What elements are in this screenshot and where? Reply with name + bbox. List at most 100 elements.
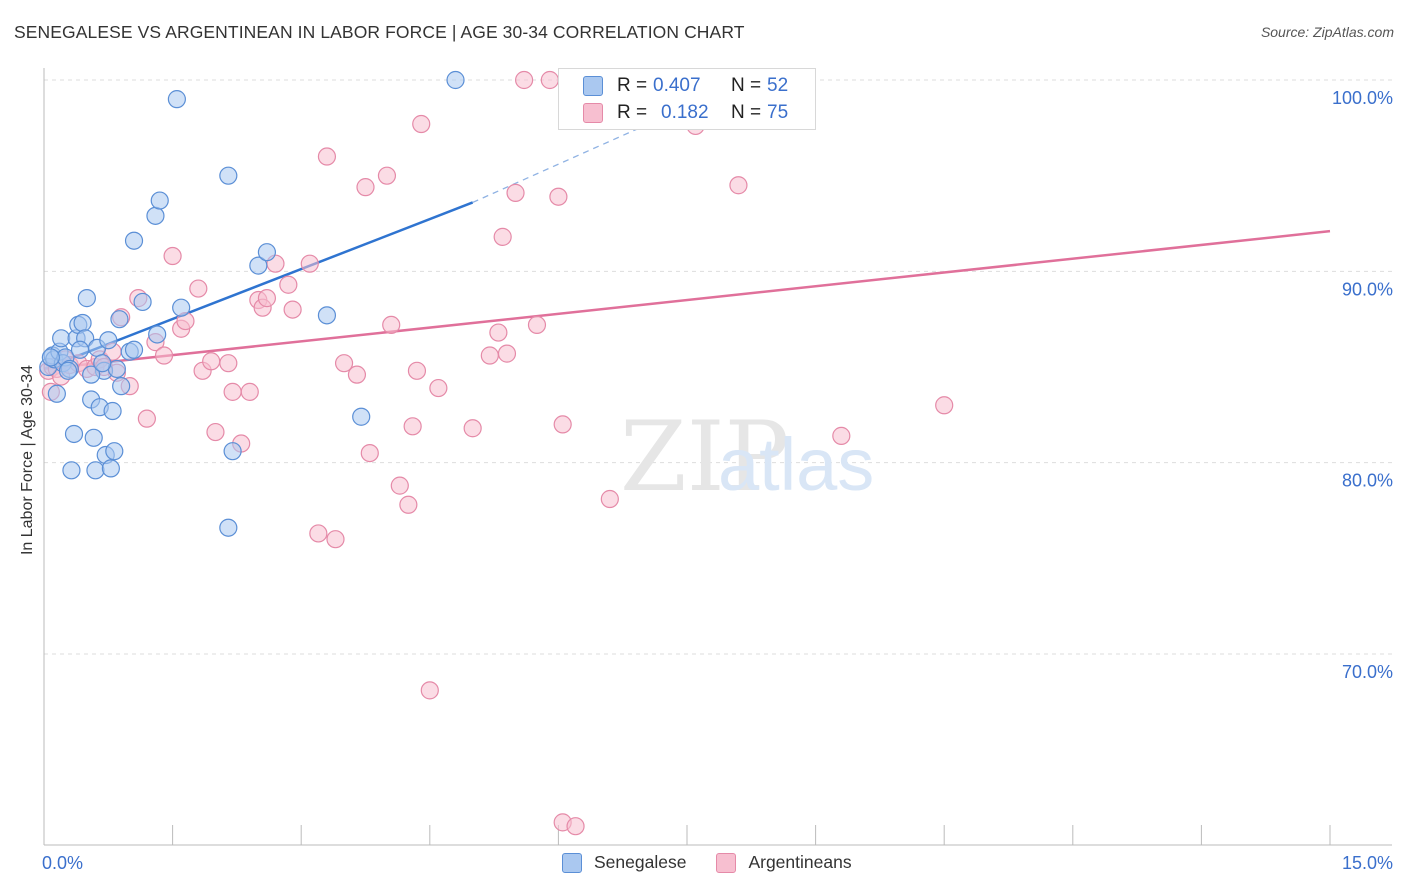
n-label: N = — [731, 75, 762, 96]
senegalese-point — [103, 401, 122, 421]
senegalese-point — [82, 365, 101, 384]
senegalese-point — [47, 384, 66, 403]
legend-item-argentineans[interactable]: Argentineans — [716, 852, 852, 873]
argentinean-point — [202, 352, 221, 371]
argentinean-point — [549, 187, 568, 206]
argentinean-point — [429, 378, 448, 398]
r-value: 0.182 — [661, 102, 709, 123]
senegalese-point — [84, 428, 103, 447]
n-value: 52 — [767, 75, 789, 96]
senegalese-point — [124, 231, 144, 250]
senegalese-point — [70, 340, 90, 359]
argentinean-point — [935, 396, 954, 415]
r-label: R = — [617, 75, 648, 96]
argentinean-point — [390, 476, 409, 495]
tick-labels: 100.0% 90.0% 80.0% 70.0% 0.0% 15.0% — [42, 88, 1393, 873]
y-tick-label: 90.0% — [1342, 279, 1393, 299]
argentinean-point — [506, 183, 525, 202]
argentinean-point — [240, 382, 259, 401]
senegalese-point — [58, 361, 78, 380]
senegalese-point — [172, 298, 191, 317]
argentinean-point — [729, 176, 748, 195]
argentinean-point — [163, 246, 182, 266]
argentineans-swatch — [583, 103, 603, 123]
senegalese-point — [219, 166, 238, 185]
argentinean-point — [566, 817, 585, 836]
argentinean-point — [407, 361, 427, 380]
argentinean-point — [300, 254, 319, 273]
axes — [43, 68, 1392, 846]
source-label: Source: ZipAtlas.com — [1260, 24, 1394, 40]
senegalese-point — [219, 518, 238, 537]
senegalese-point — [124, 340, 144, 359]
argentinean-point — [600, 489, 619, 509]
argentinean-point — [360, 444, 379, 463]
trend-lines — [43, 90, 1331, 371]
x-tick-label-min: 0.0% — [42, 853, 83, 873]
y-tick-label: 100.0% — [1332, 88, 1393, 108]
argentinean-point — [553, 415, 572, 434]
argentinean-point — [377, 166, 397, 185]
data-points — [39, 70, 954, 836]
argentinean-point — [317, 147, 337, 166]
argentinean-point — [206, 422, 225, 442]
y-tick-label: 80.0% — [1342, 471, 1393, 491]
senegalese-point — [257, 243, 277, 262]
argentinean-point — [283, 300, 302, 319]
argentinean-point — [480, 346, 499, 365]
legend-label-senegalese: Senegalese — [594, 852, 687, 872]
argentinean-point — [382, 315, 401, 335]
bottom-legend: Senegalese Argentineans — [562, 852, 882, 873]
stats-legend: R = 0.407 N = 52 R = 0.182 N = 75 — [558, 68, 816, 130]
argentinean-point — [257, 289, 277, 308]
senegalese-point — [73, 313, 92, 333]
senegalese-swatch — [562, 852, 582, 873]
argentinean-point — [219, 354, 238, 373]
x-tick-label-max: 15.0% — [1342, 853, 1393, 873]
argentinean-point — [412, 114, 431, 134]
argentinean-point — [540, 70, 559, 90]
senegalese-point — [167, 90, 186, 109]
argentinean-point — [515, 70, 534, 90]
senegalese-point — [352, 407, 371, 426]
senegalese-point — [446, 70, 465, 90]
watermark-zip: ZIP — [620, 401, 789, 513]
argentineans-swatch — [716, 852, 737, 873]
watermark-atlas: atlas — [718, 423, 874, 506]
senegalese-point — [99, 331, 118, 350]
legend-label-argentineans: Argentineans — [748, 852, 852, 872]
senegalese-point — [101, 459, 120, 478]
senegalese-point — [86, 461, 105, 480]
senegalese-point — [105, 442, 124, 461]
argentinean-point — [497, 344, 517, 363]
senegalese-point — [317, 306, 337, 325]
y-tick-label: 70.0% — [1342, 662, 1393, 682]
argentinean-point — [189, 279, 208, 298]
argentinean-point — [223, 382, 242, 401]
senegalese-point — [133, 292, 152, 312]
senegalese-point — [64, 424, 84, 444]
argentinean-point — [309, 524, 328, 543]
senegalese-point — [41, 348, 60, 367]
argentinean-point — [347, 365, 367, 384]
senegalese-point — [146, 206, 165, 225]
argentinean-point — [493, 227, 512, 246]
senegalese-point — [110, 310, 129, 329]
senegalese-swatch — [583, 76, 603, 96]
senegalese-point — [148, 325, 167, 344]
senegalese-point — [93, 354, 112, 373]
argentineans-trend-line — [43, 229, 1331, 371]
argentinean-point — [489, 323, 508, 342]
senegalese-point — [223, 442, 242, 461]
argentinean-point — [399, 495, 418, 514]
legend-item-senegalese[interactable]: Senegalese — [562, 852, 686, 873]
senegalese-point — [112, 377, 131, 396]
senegalese-point — [150, 191, 169, 210]
argentinean-point — [463, 419, 482, 438]
argentinean-point — [334, 354, 354, 373]
r-label: R = — [617, 102, 648, 123]
gridlines — [44, 79, 1392, 655]
senegalese-point — [77, 289, 96, 308]
argentinean-point — [137, 409, 156, 428]
